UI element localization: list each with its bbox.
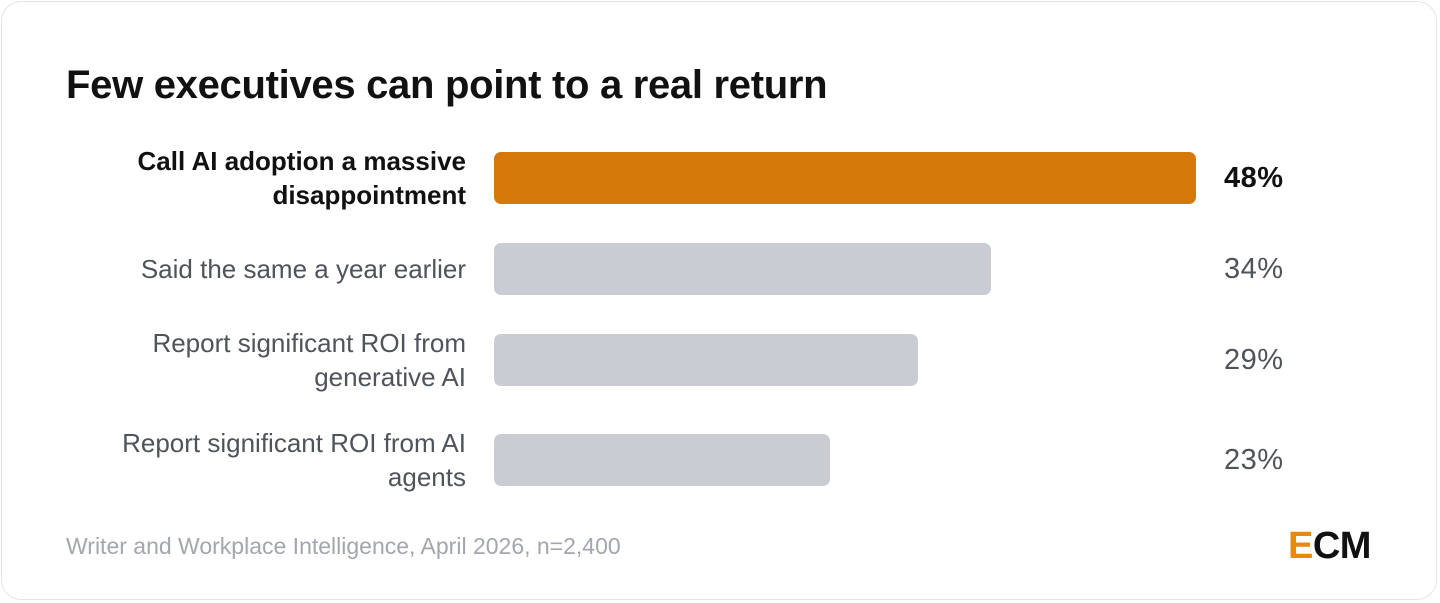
source-note: Writer and Workplace Intelligence, April…: [66, 533, 621, 559]
chart-title: Few executives can point to a real retur…: [66, 63, 828, 107]
logo-letter-e: E: [1288, 525, 1313, 567]
ecm-logo: ECM: [1288, 525, 1371, 567]
logo-letters-cm: CM: [1312, 525, 1372, 567]
